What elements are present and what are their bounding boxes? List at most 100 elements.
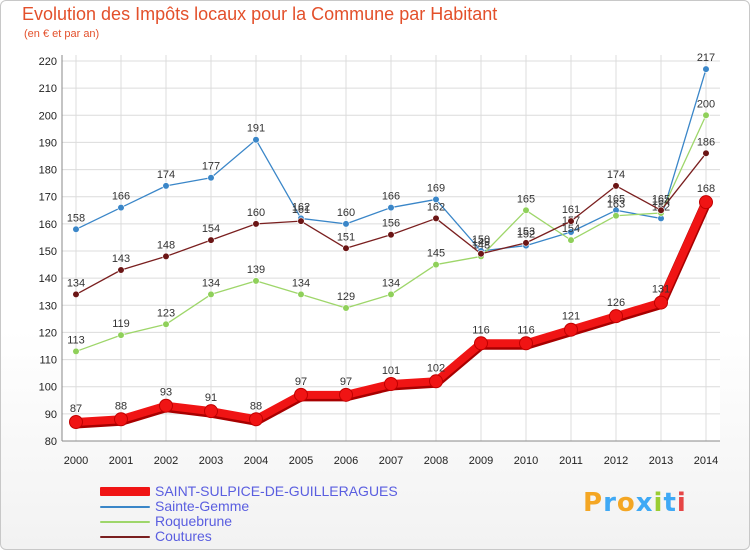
- data-label: 148: [472, 239, 490, 251]
- data-point: [519, 336, 533, 351]
- data-label: 91: [205, 392, 217, 404]
- y-tick-label: 180: [39, 165, 57, 177]
- data-label: 93: [160, 387, 172, 399]
- data-label: 129: [337, 291, 355, 303]
- y-tick-label: 130: [39, 300, 57, 312]
- data-point: [657, 206, 665, 214]
- data-point: [432, 214, 440, 223]
- y-tick-label: 140: [39, 273, 57, 285]
- data-point: [387, 203, 395, 212]
- data-label: 116: [517, 324, 535, 336]
- data-point: [159, 398, 173, 413]
- data-label: 156: [382, 218, 400, 230]
- data-label: 139: [247, 264, 265, 276]
- logo-letter: x: [635, 488, 654, 518]
- data-label: 160: [337, 207, 355, 219]
- x-tick-label: 2001: [109, 455, 133, 467]
- data-label: 161: [292, 204, 310, 216]
- data-label: 165: [517, 193, 535, 205]
- x-tick-label: 2012: [604, 455, 628, 467]
- data-label: 134: [382, 277, 400, 289]
- data-point: [207, 290, 215, 299]
- y-tick-label: 170: [39, 192, 57, 204]
- data-label: 163: [607, 199, 625, 211]
- x-tick-label: 2006: [334, 455, 358, 467]
- data-point: [429, 374, 443, 389]
- data-point: [297, 217, 305, 225]
- data-label: 177: [202, 161, 220, 173]
- data-label: 166: [112, 191, 130, 203]
- data-point: [294, 387, 308, 402]
- data-point: [252, 277, 260, 285]
- x-tick-label: 2014: [694, 455, 718, 467]
- proxiti-logo: Proxiti: [583, 488, 687, 518]
- data-point: [117, 331, 125, 339]
- data-label: 134: [67, 277, 85, 289]
- y-tick-label: 80: [45, 436, 57, 448]
- data-label: 168: [697, 183, 715, 195]
- data-point: [342, 304, 350, 312]
- data-label: 174: [607, 169, 625, 181]
- legend-item-coutures: Coutures: [100, 529, 398, 544]
- data-label: 123: [157, 307, 175, 319]
- data-point: [207, 236, 215, 244]
- data-point: [204, 404, 218, 419]
- data-label: 101: [382, 365, 400, 377]
- data-point: [702, 65, 710, 73]
- data-label: 151: [337, 231, 355, 243]
- logo-letter: P: [583, 488, 604, 518]
- data-label: 158: [67, 212, 85, 224]
- data-label: 160: [247, 207, 265, 219]
- data-point: [339, 387, 353, 402]
- data-label: 119: [112, 318, 130, 330]
- x-tick-label: 2008: [424, 455, 448, 467]
- data-point: [567, 228, 575, 236]
- data-point: [522, 239, 530, 247]
- data-label: 162: [427, 201, 445, 213]
- chart-subtitle: (en € et par an): [24, 28, 100, 40]
- data-point: [342, 244, 350, 252]
- data-point: [612, 212, 620, 220]
- chart-title: Evolution des Impôts locaux pour la Comm…: [22, 4, 498, 24]
- data-point: [252, 136, 260, 144]
- data-label: 165: [607, 193, 625, 205]
- data-label: 148: [157, 239, 175, 251]
- y-tick-label: 150: [39, 246, 57, 258]
- legend-label: Coutures: [155, 528, 212, 544]
- data-point: [252, 220, 260, 228]
- logo-letter: o: [616, 488, 636, 518]
- data-label: 97: [295, 376, 307, 388]
- x-tick-label: 2010: [514, 455, 538, 467]
- data-label: 145: [427, 248, 445, 260]
- y-tick-label: 160: [39, 219, 57, 231]
- y-tick-label: 200: [39, 110, 57, 122]
- data-point: [342, 220, 350, 228]
- data-point: [699, 195, 713, 210]
- data-label: 102: [427, 362, 445, 374]
- data-point: [72, 225, 80, 233]
- data-label: 161: [562, 204, 580, 216]
- data-label: 134: [202, 277, 220, 289]
- legend-label: SAINT-SULPICE-DE-GUILLERAGUES: [155, 483, 398, 499]
- data-label: 217: [697, 52, 715, 64]
- data-label: 149: [472, 237, 490, 249]
- y-tick-label: 110: [39, 355, 57, 367]
- x-tick-label: 2002: [154, 455, 178, 467]
- x-tick-label: 2011: [559, 455, 583, 467]
- x-tick-label: 2009: [469, 455, 493, 467]
- data-label: 152: [517, 229, 535, 241]
- data-point: [72, 290, 80, 299]
- y-tick-label: 210: [39, 83, 57, 95]
- legend: SAINT-SULPICE-DE-GUILLERAGUES Sainte-Gem…: [100, 484, 398, 544]
- data-point: [477, 250, 485, 258]
- y-tick-label: 190: [39, 137, 57, 149]
- logo-letter: i: [653, 488, 664, 518]
- data-label: 113: [67, 334, 85, 346]
- data-label: 134: [292, 277, 310, 289]
- data-label: 153: [517, 226, 535, 238]
- x-tick-label: 2004: [244, 455, 268, 467]
- data-label: 116: [472, 324, 490, 336]
- data-point: [567, 236, 575, 244]
- data-label: 174: [157, 169, 175, 181]
- legend-item-roquebrune: Roquebrune: [100, 514, 398, 529]
